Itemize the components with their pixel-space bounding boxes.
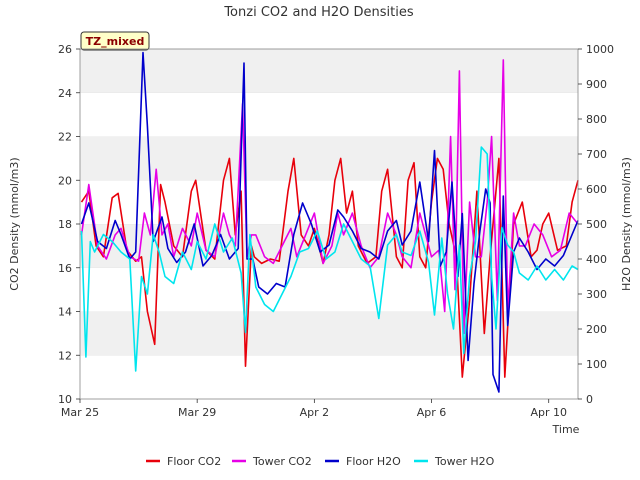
x-tick-label: Mar 29 xyxy=(178,406,216,419)
legend-label: Tower H2O xyxy=(434,455,495,468)
x-tick-label: Apr 10 xyxy=(530,406,567,419)
x-tick-label: Mar 25 xyxy=(61,406,99,419)
left-tick-label: 18 xyxy=(58,218,72,231)
left-axis-label: CO2 Density (mmol/m3) xyxy=(8,157,21,290)
right-tick-label: 900 xyxy=(586,78,607,91)
right-tick-label: 600 xyxy=(586,183,607,196)
right-axis-label: H2O Density (mmol/m3) xyxy=(620,157,633,291)
chart-title: Tonzi CO2 and H2O Densities xyxy=(223,5,414,20)
left-tick-label: 10 xyxy=(58,393,72,406)
site-badge-text: TZ_mixed xyxy=(86,35,145,48)
left-tick-label: 22 xyxy=(58,131,72,144)
left-axis: 10 12 14 16 18 20 22 24 26 xyxy=(58,43,80,406)
grid-band xyxy=(80,92,578,137)
legend-label: Tower CO2 xyxy=(252,455,312,468)
left-tick-label: 16 xyxy=(58,262,72,275)
right-tick-label: 500 xyxy=(586,218,607,231)
x-axis-label: Time xyxy=(552,423,580,436)
series-line-tower-h2o xyxy=(80,146,579,372)
site-badge-box xyxy=(80,31,150,51)
legend-label: Floor H2O xyxy=(346,455,401,468)
site-badge: TZ_mixed xyxy=(80,31,150,51)
x-tick-label: Apr 2 xyxy=(300,406,330,419)
series-line-floor-h2o xyxy=(80,51,579,393)
right-tick-label: 700 xyxy=(586,148,607,161)
legend-label: Floor CO2 xyxy=(167,455,221,468)
left-tick-label: 14 xyxy=(58,306,72,319)
left-tick-label: 12 xyxy=(58,349,72,362)
right-tick-label: 400 xyxy=(586,253,607,266)
right-tick-label: 800 xyxy=(586,113,607,126)
grid-band xyxy=(80,136,578,181)
right-tick-label: 300 xyxy=(586,288,607,301)
right-tick-label: 200 xyxy=(586,323,607,336)
right-tick-label: 1000 xyxy=(586,43,614,56)
series-layer xyxy=(80,51,579,393)
right-tick-label: 0 xyxy=(586,393,593,406)
left-tick-label: 20 xyxy=(58,174,72,187)
right-axis: 0 100 200 300 400 500 600 700 800 900 1000 xyxy=(578,43,614,406)
grid-band xyxy=(80,49,578,93)
left-tick-label: 24 xyxy=(58,87,72,100)
left-tick-label: 26 xyxy=(58,43,72,56)
legend: Floor CO2 Tower CO2 Floor H2O Tower H2O xyxy=(146,455,495,468)
grid-band xyxy=(80,267,578,312)
right-tick-label: 100 xyxy=(586,358,607,371)
x-tick-label: Apr 6 xyxy=(417,406,447,419)
grid-band xyxy=(80,355,578,399)
x-axis: Mar 25 Mar 29 Apr 2 Apr 6 Apr 10 xyxy=(61,399,567,419)
